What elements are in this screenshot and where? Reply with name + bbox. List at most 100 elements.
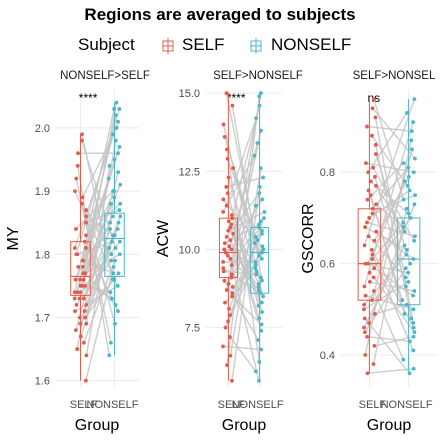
data-point-self [228, 238, 233, 242]
data-point-self [75, 290, 80, 295]
data-point-nonself [401, 197, 406, 202]
data-point-self [367, 321, 372, 325]
data-point-nonself [260, 231, 264, 236]
data-point-self [374, 229, 379, 234]
data-point-self [81, 277, 86, 282]
data-point-self [226, 228, 231, 233]
data-point-self [362, 243, 367, 248]
data-point-self [374, 152, 378, 156]
data-point-nonself [117, 208, 122, 212]
data-point-nonself [111, 189, 115, 194]
data-point-nonself [412, 289, 417, 293]
pair-line [226, 192, 260, 238]
data-point-self [222, 241, 227, 246]
data-point-self [73, 328, 78, 333]
data-point-self [224, 288, 229, 292]
data-point-self [374, 202, 379, 207]
data-point-nonself [403, 266, 408, 271]
data-point-nonself [412, 97, 417, 102]
data-point-nonself [256, 285, 261, 289]
pair-line [371, 254, 414, 351]
y-tick-label: 0.6 [320, 259, 335, 271]
data-point-nonself [411, 120, 416, 124]
data-point-self [72, 296, 77, 301]
pair-line [375, 144, 412, 319]
data-point-nonself [408, 339, 412, 344]
data-point-nonself [257, 378, 261, 383]
strip-label: SELF>NONSEL [353, 70, 436, 82]
y-tick-label: 7.5 [185, 323, 200, 335]
data-point-self [373, 142, 378, 147]
data-point-self [77, 296, 82, 301]
x-tick-label: NONSELF [381, 399, 433, 411]
data-point-self [78, 334, 83, 339]
data-point-nonself [109, 252, 114, 257]
data-point-self [372, 266, 377, 271]
data-point-self [84, 214, 89, 219]
data-point-nonself [108, 340, 113, 345]
data-point-self [230, 285, 235, 289]
data-point-self [228, 225, 233, 230]
data-point-nonself [404, 302, 409, 307]
data-point-nonself [118, 214, 123, 219]
data-point-self [228, 256, 233, 261]
data-point-self [225, 253, 230, 258]
box-body [357, 208, 382, 301]
data-point-self [226, 281, 231, 286]
data-points [362, 97, 417, 376]
pair-line [226, 149, 261, 363]
data-point-self [84, 208, 89, 212]
data-point-nonself [411, 293, 415, 298]
data-point-nonself [411, 334, 416, 339]
data-point-nonself [408, 261, 413, 266]
pair-line [81, 127, 118, 198]
data-point-nonself [259, 322, 264, 327]
pair-line [223, 280, 259, 341]
data-point-self [363, 225, 367, 229]
data-point-self [83, 283, 87, 288]
data-point-self [72, 246, 77, 250]
data-point-nonself [256, 288, 261, 292]
data-point-self [365, 197, 370, 202]
data-point-self [365, 371, 370, 376]
data-point-nonself [111, 233, 115, 238]
data-point-nonself [413, 156, 417, 161]
y-tick-label: 1.6 [35, 376, 50, 388]
data-point-self [366, 170, 371, 175]
pair-line [372, 167, 415, 242]
data-point-nonself [253, 263, 258, 267]
data-point-nonself [409, 129, 414, 134]
data-point-nonself [407, 371, 412, 376]
data-point-nonself [261, 247, 266, 252]
data-point-self [222, 278, 227, 283]
data-point-nonself [260, 244, 265, 249]
data-point-self [84, 220, 88, 225]
pair-line [367, 112, 408, 173]
data-point-nonself [254, 272, 259, 277]
data-point-self [371, 275, 376, 280]
data-point-self [80, 265, 85, 269]
data-point-nonself [252, 153, 257, 158]
data-point-self [230, 294, 235, 299]
data-point-self [223, 300, 227, 305]
data-point-nonself [403, 284, 408, 289]
data-point-nonself [254, 369, 258, 374]
pair-line [83, 260, 116, 344]
legend-label-self: SELF [182, 35, 225, 54]
data-point-nonself [253, 235, 258, 239]
data-point-self [228, 353, 233, 358]
data-point-nonself [256, 303, 261, 308]
y-tick-label: 0.4 [320, 350, 335, 362]
data-point-self [373, 115, 378, 120]
data-point-nonself [258, 91, 263, 96]
data-point-self [227, 306, 231, 311]
data-point-self [83, 246, 88, 250]
data-point-self [366, 261, 370, 266]
data-point-nonself [261, 175, 265, 180]
data-point-nonself [258, 219, 263, 224]
data-point-nonself [402, 229, 407, 234]
data-point-self [80, 258, 85, 263]
data-point-self [226, 219, 231, 224]
data-point-self [372, 238, 377, 243]
data-point-nonself [411, 321, 416, 325]
